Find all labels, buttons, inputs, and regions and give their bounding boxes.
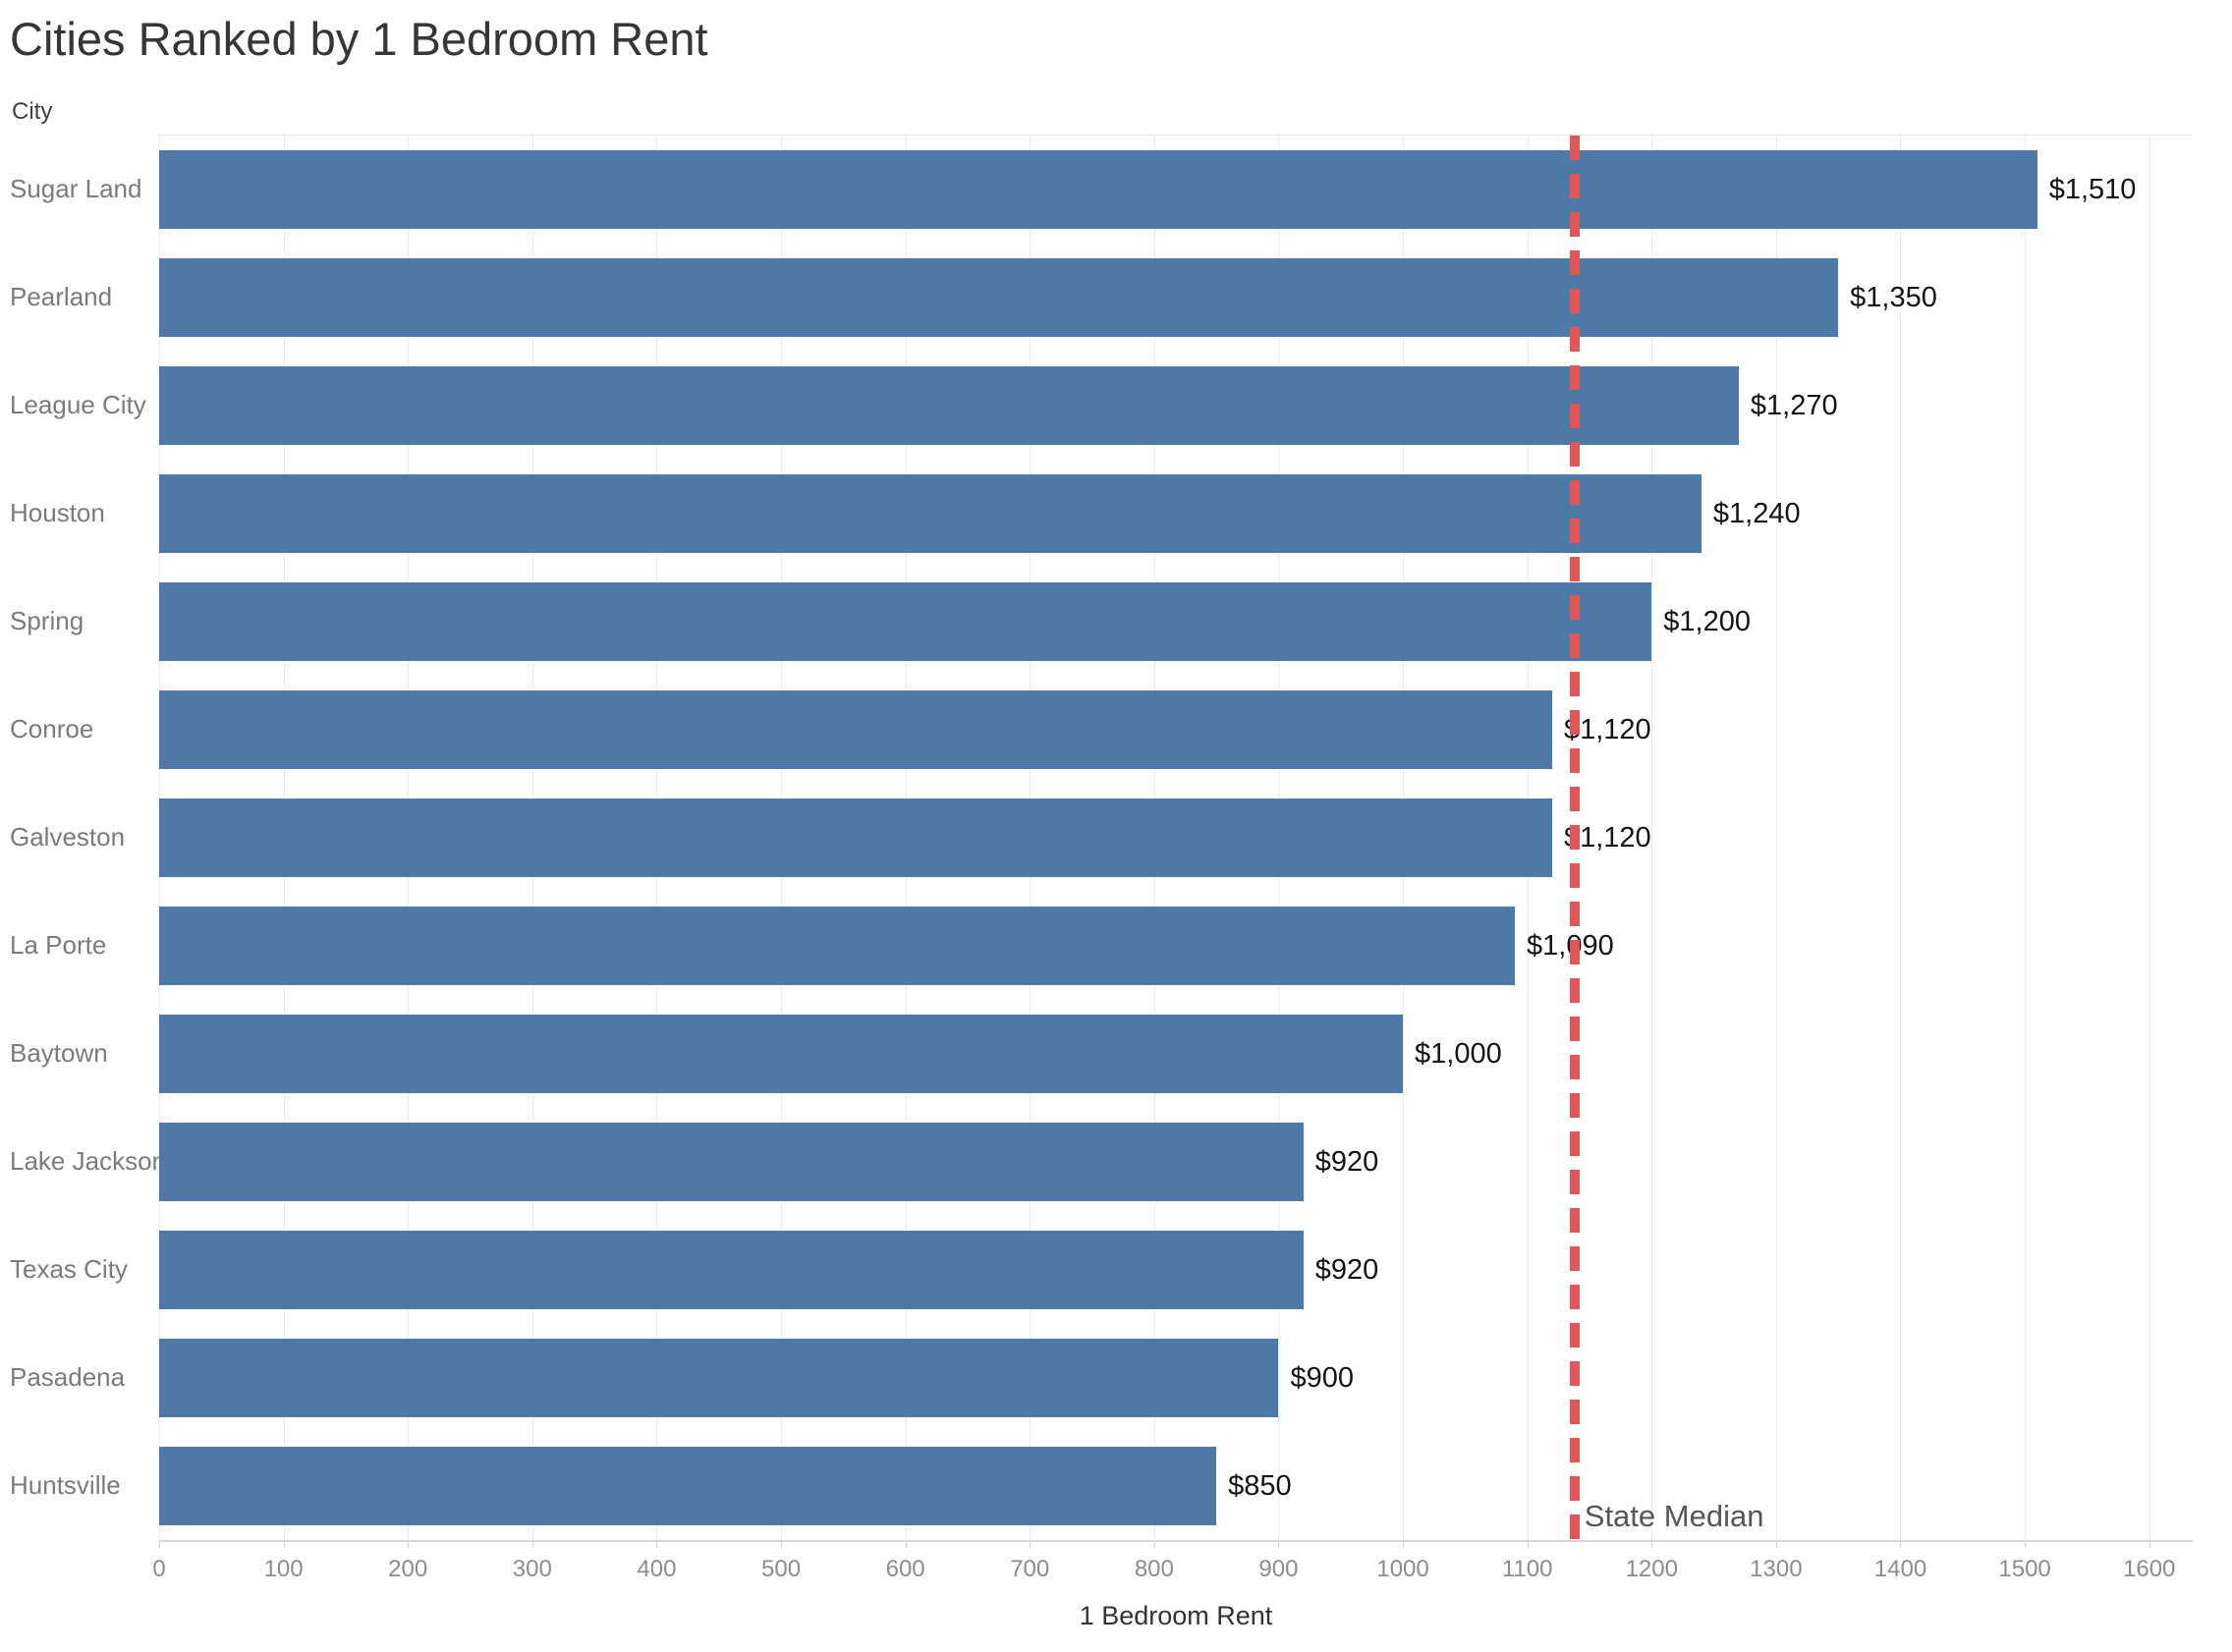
bar[interactable]: [159, 690, 1552, 769]
axis-tick-mark: [1153, 1542, 1155, 1548]
bar[interactable]: [159, 474, 1702, 553]
axis-tick-mark: [1403, 1542, 1405, 1548]
bar[interactable]: [159, 258, 1839, 337]
row-axis-title: City: [12, 98, 53, 125]
bar-value-label: $900: [1290, 1361, 1354, 1394]
bar[interactable]: [159, 366, 1739, 445]
axis-tick-mark: [159, 1542, 160, 1548]
bar-value-label: $1,510: [2048, 173, 2137, 205]
reference-line-label: State Median: [1584, 1499, 1764, 1533]
x-tick-label: 1300: [1750, 1556, 1803, 1582]
category-label: Texas City: [10, 1253, 128, 1284]
gridline: [1900, 136, 1902, 1540]
bar-value-label: $1,270: [1750, 389, 1838, 421]
state-median-reference-line: [1569, 136, 1580, 1540]
gridline: [2148, 136, 2150, 1540]
x-tick-label: 500: [760, 1556, 802, 1582]
axis-tick-mark: [1278, 1542, 1280, 1548]
x-tick-label: 900: [1258, 1556, 1299, 1582]
bar[interactable]: [159, 582, 1652, 661]
bar-value-label: $920: [1314, 1253, 1379, 1286]
chart-title: Cities Ranked by 1 Bedroom Rent: [10, 13, 708, 65]
x-tick-label: 800: [1134, 1556, 1174, 1582]
axis-tick-mark: [1651, 1542, 1653, 1548]
x-tick-label: 700: [1010, 1556, 1050, 1582]
category-label: Sugar Land: [10, 173, 142, 203]
bar-value-label: $1,240: [1712, 497, 1801, 529]
category-label: Pearland: [10, 281, 113, 311]
category-label: Lake Jackson: [10, 1145, 166, 1176]
bar[interactable]: [159, 1123, 1304, 1201]
axis-tick-mark: [408, 1542, 410, 1548]
x-axis-ticks: 0 100 200 300 400 500 600 700 800 900 1000 1100 1200…: [152, 1556, 2193, 1595]
category-label: Galveston: [10, 821, 126, 852]
x-tick-label: 1000: [1376, 1556, 1429, 1582]
x-tick-label: 0: [152, 1556, 166, 1582]
bar[interactable]: [159, 907, 1515, 985]
axis-tick-mark: [2025, 1542, 2027, 1548]
axis-tick-mark: [2148, 1542, 2150, 1548]
x-tick-label: 100: [263, 1556, 304, 1582]
bar-value-label: $920: [1314, 1145, 1379, 1178]
category-label: Baytown: [10, 1037, 108, 1068]
bar-value-label: $1,200: [1663, 605, 1751, 637]
bar-value-label: $850: [1228, 1469, 1292, 1502]
axis-tick-mark: [1527, 1542, 1529, 1548]
axis-tick-mark: [1900, 1542, 1902, 1548]
x-tick-label: 200: [388, 1556, 428, 1582]
category-label: Conroe: [10, 713, 94, 743]
bar[interactable]: [159, 1447, 1217, 1525]
x-tick-label: 300: [512, 1556, 552, 1582]
category-label: Pasadena: [10, 1361, 126, 1392]
x-tick-label: 1400: [1873, 1556, 1927, 1582]
plot-area: $1,510 $1,350 $1,270 $1,240 $1,200 $1,120 $1,1…: [159, 135, 2193, 1548]
bar[interactable]: [159, 1015, 1404, 1093]
category-labels: Sugar Land Pearland League City Houston Spri…: [0, 135, 166, 1539]
axis-tick-mark: [781, 1542, 783, 1548]
x-tick-label: 1100: [1501, 1556, 1553, 1582]
axis-tick-mark: [283, 1542, 285, 1548]
bar-value-label: $1,000: [1415, 1037, 1502, 1070]
x-tick-label: 600: [885, 1556, 925, 1582]
category-label: La Porte: [10, 929, 107, 960]
category-label: Houston: [10, 497, 105, 527]
gridline: [2025, 136, 2027, 1540]
axis-tick-mark: [1775, 1542, 1777, 1548]
bar[interactable]: [159, 150, 2037, 229]
category-label: Huntsville: [10, 1469, 121, 1500]
axis-tick-mark: [531, 1542, 533, 1548]
axis-tick-mark: [1030, 1542, 1032, 1548]
gridline: [1775, 136, 1777, 1540]
category-label: Spring: [10, 605, 84, 635]
axis-tick-mark: [905, 1542, 907, 1548]
category-label: League City: [10, 389, 146, 419]
x-tick-label: 1500: [1998, 1556, 2051, 1582]
x-tick-label: 1200: [1625, 1556, 1678, 1582]
bar[interactable]: [159, 1231, 1304, 1309]
x-axis-title: 1 Bedroom Rent: [1079, 1601, 1273, 1630]
bar-value-label: $1,350: [1850, 281, 1937, 313]
x-tick-label: 400: [637, 1556, 677, 1582]
bar[interactable]: [159, 798, 1552, 877]
axis-tick-mark: [656, 1542, 658, 1548]
bar[interactable]: [159, 1339, 1279, 1417]
gridline: [1651, 136, 1653, 1540]
x-tick-label: 1600: [2122, 1556, 2176, 1582]
